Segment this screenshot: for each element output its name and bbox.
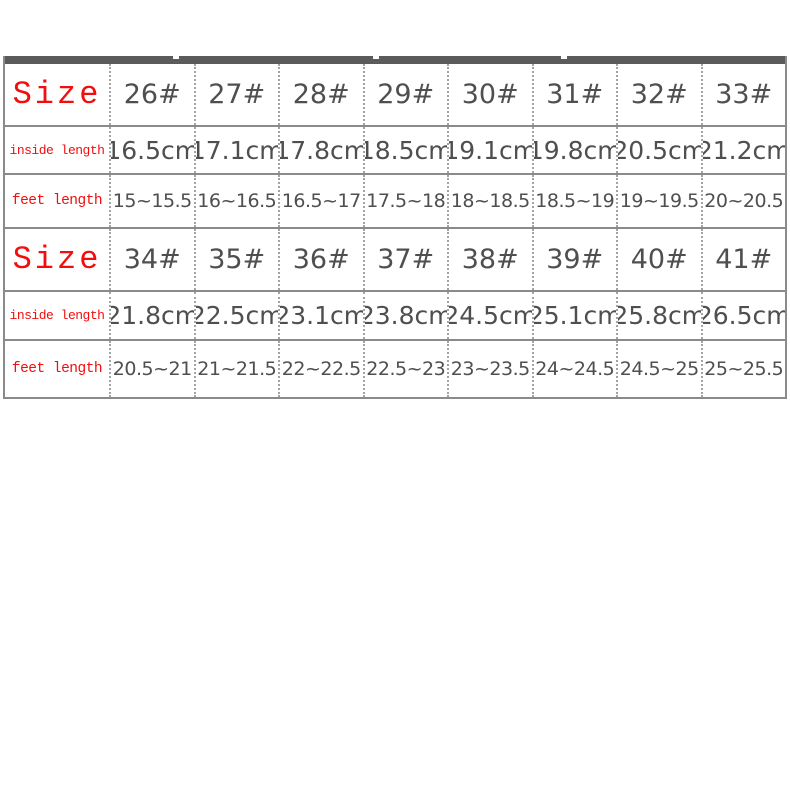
feet-length-cell: 16.5~17	[278, 175, 363, 227]
inside-length-cell: 22.5cm	[193, 292, 278, 339]
inside-length-cell: 21.8cm	[109, 292, 194, 339]
size-cell: 36#	[278, 229, 363, 290]
feet-length-cell: 24~24.5	[531, 341, 617, 397]
size-cell: 33#	[700, 64, 786, 125]
feet-length-cell: 18~18.5	[447, 175, 532, 227]
size-cell: 41#	[700, 229, 786, 290]
feet-length-cell: 21~21.5	[193, 341, 279, 397]
feet-length-cell: 17.5~18	[362, 175, 448, 227]
band-artifact	[373, 56, 379, 59]
band-artifact	[173, 56, 179, 59]
feet-length-cell: 20.5~21	[109, 341, 194, 397]
size-chart-table: Size 26# 27# 28# 29# 30# 31# 32# 33# ins…	[3, 56, 787, 399]
inside-length-cell: 23.1cm	[278, 292, 363, 339]
inside-length-cell: 26.5cm	[700, 292, 785, 339]
size-cell: 40#	[616, 229, 701, 290]
inside-length-cell: 24.5cm	[447, 292, 532, 339]
inside-length-cell: 17.1cm	[193, 127, 278, 173]
feet-length-cell: 16~16.5	[193, 175, 279, 227]
size-cell: 32#	[616, 64, 701, 125]
inside-length-row-2: inside length 21.8cm 22.5cm 23.1cm 23.8c…	[5, 292, 785, 341]
row-header-feet-length: feet length	[11, 193, 103, 209]
inside-length-cell: 19.1cm	[447, 127, 532, 173]
feet-length-cell: 24.5~25	[616, 341, 701, 397]
inside-length-cell: 20.5cm	[616, 127, 701, 173]
inside-length-cell: 25.8cm	[616, 292, 701, 339]
band-artifact	[561, 56, 567, 59]
inside-length-cell: 16.5cm	[109, 127, 194, 173]
feet-length-cell: 15~15.5	[109, 175, 194, 227]
row-header-inside-length: inside length	[9, 308, 105, 323]
feet-length-cell: 18.5~19	[531, 175, 617, 227]
size-cell: 31#	[531, 64, 617, 125]
size-cell: 35#	[193, 229, 279, 290]
inside-length-cell: 17.8cm	[278, 127, 363, 173]
feet-length-row-1: feet length 15~15.5 16~16.5 16.5~17 17.5…	[5, 175, 785, 229]
size-cell: 38#	[447, 229, 532, 290]
feet-length-cell: 25~25.5	[700, 341, 786, 397]
feet-length-row-2: feet length 20.5~21 21~21.5 22~22.5 22.5…	[5, 341, 785, 397]
size-row-1: Size 26# 27# 28# 29# 30# 31# 32# 33#	[5, 64, 785, 127]
size-cell: 34#	[109, 229, 194, 290]
row-header-size: Size	[12, 76, 102, 113]
table-top-band	[5, 56, 785, 64]
inside-length-row-1: inside length 16.5cm 17.1cm 17.8cm 18.5c…	[5, 127, 785, 175]
size-cell: 30#	[447, 64, 532, 125]
inside-length-cell: 19.8cm	[531, 127, 616, 173]
size-cell: 29#	[362, 64, 448, 125]
size-cell: 26#	[109, 64, 194, 125]
size-cell: 39#	[531, 229, 617, 290]
row-header-size: Size	[12, 241, 102, 278]
row-header-feet-length: feet length	[11, 361, 103, 377]
feet-length-cell: 23~23.5	[447, 341, 532, 397]
inside-length-cell: 21.2cm	[700, 127, 785, 173]
row-header-inside-length: inside length	[9, 142, 105, 158]
size-cell: 37#	[362, 229, 448, 290]
inside-length-cell: 18.5cm	[362, 127, 447, 173]
feet-length-cell: 22~22.5	[278, 341, 363, 397]
feet-length-cell: 20~20.5	[700, 175, 786, 227]
feet-length-cell: 22.5~23	[362, 341, 448, 397]
size-row-2: Size 34# 35# 36# 37# 38# 39# 40# 41#	[5, 229, 785, 292]
feet-length-cell: 19~19.5	[616, 175, 701, 227]
size-cell: 27#	[193, 64, 279, 125]
size-cell: 28#	[278, 64, 363, 125]
inside-length-cell: 25.1cm	[531, 292, 616, 339]
inside-length-cell: 23.8cm	[362, 292, 447, 339]
